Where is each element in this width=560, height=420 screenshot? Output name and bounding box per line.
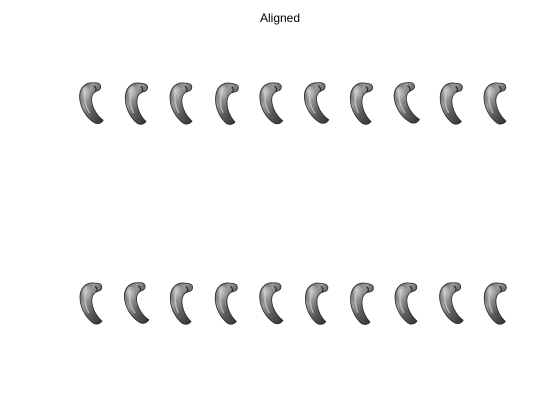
- top-row-hippocampus-shape: [255, 79, 287, 126]
- top-row: [0, 80, 560, 128]
- bottom-row: [0, 280, 560, 328]
- figure-title: Aligned: [0, 11, 560, 25]
- top-row-hippocampus-shape: [209, 79, 244, 128]
- top-row-hippocampus-shape: [345, 79, 377, 127]
- bottom-row-hippocampus-shape: [344, 279, 379, 328]
- bottom-row-hippocampus-shape: [119, 279, 154, 328]
- bottom-row-hippocampus-shape: [434, 279, 467, 327]
- top-row-hippocampus-shape: [74, 79, 107, 127]
- top-row-hippocampus-shape: [480, 80, 510, 126]
- top-row-hippocampus-shape: [299, 79, 334, 128]
- bottom-row-hippocampus-shape: [255, 279, 287, 327]
- top-row-hippocampus-shape: [166, 80, 196, 126]
- bottom-row-hippocampus-shape: [210, 279, 242, 326]
- bottom-row-hippocampus-shape: [76, 280, 106, 326]
- top-row-hippocampus-shape: [388, 78, 424, 128]
- bottom-row-hippocampus-shape: [299, 279, 332, 327]
- top-row-hippocampus-shape: [435, 79, 467, 126]
- bottom-row-hippocampus-shape: [391, 280, 421, 326]
- top-row-hippocampus-shape: [120, 79, 152, 127]
- bottom-row-hippocampus-shape: [479, 279, 511, 326]
- bottom-row-hippocampus-shape: [165, 279, 197, 327]
